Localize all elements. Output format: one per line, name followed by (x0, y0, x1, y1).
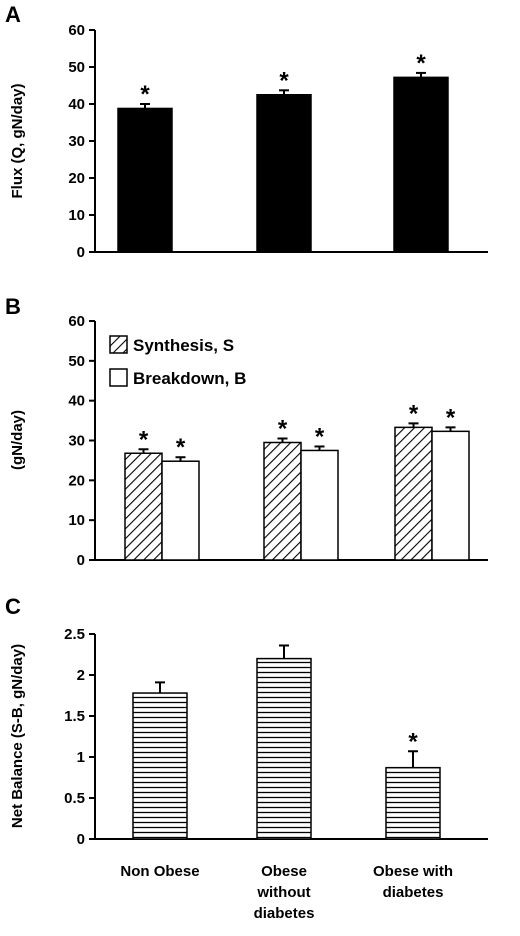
bar (117, 107, 173, 253)
panel-letter-b: B (5, 294, 21, 319)
y-tick-label: 10 (68, 207, 85, 224)
y-tick-label: 30 (68, 433, 85, 450)
panel-b-chart: 0 10 20 30 40 50 60 (gN/day) * * * * * * Synthesis, S B… (9, 313, 488, 569)
bar (385, 766, 441, 840)
panel-a-chart: 0 10 20 30 40 50 60 Flux (Q, gN/day) * * * (9, 22, 488, 261)
bar (256, 94, 312, 253)
y-tick-label: 1.5 (64, 708, 85, 725)
bar (132, 692, 188, 840)
bar (256, 657, 312, 840)
y-axis-label: (gN/day) (9, 410, 26, 470)
bar-breakdown (431, 430, 470, 561)
y-tick-label: 40 (68, 96, 85, 113)
x-tick-label-line: diabetes (254, 905, 315, 922)
y-tick-label: 40 (68, 393, 85, 410)
significance-marker: * (139, 426, 149, 453)
x-tick-label-line: diabetes (383, 884, 444, 901)
x-tick-label: Obese without diabetes (254, 863, 315, 922)
bar-synthesis (124, 452, 163, 561)
y-axis-label: Flux (Q, gN/day) (9, 83, 26, 198)
y-tick-label: 60 (68, 22, 85, 39)
y-tick-label: 2.5 (64, 626, 85, 643)
bar (393, 76, 449, 253)
significance-marker: * (176, 434, 186, 461)
bar-breakdown (300, 449, 339, 561)
panel-letter-a: A (5, 2, 21, 27)
x-tick-label: Obese with diabetes (373, 863, 453, 901)
y-tick-label: 50 (68, 59, 85, 76)
y-tick-label: 2 (77, 667, 85, 684)
significance-marker: * (409, 400, 419, 427)
legend-label: Synthesis, S (133, 336, 234, 355)
y-tick-label: 1 (77, 749, 85, 766)
y-tick-label: 10 (68, 512, 85, 529)
significance-marker: * (315, 423, 325, 450)
significance-marker: * (278, 416, 288, 443)
y-tick-label: 50 (68, 353, 85, 370)
legend-label: Breakdown, B (133, 369, 246, 388)
significance-marker: * (446, 404, 456, 431)
significance-marker: * (408, 728, 418, 755)
significance-marker: * (140, 81, 150, 108)
bar-synthesis (394, 426, 433, 561)
y-tick-label: 0 (77, 244, 85, 261)
x-tick-label-line: Obese (261, 863, 307, 880)
y-tick-label: 0 (77, 552, 85, 569)
x-tick-label-line: Obese with (373, 863, 453, 880)
y-tick-label: 0 (77, 831, 85, 848)
panel-letter-c: C (5, 594, 21, 619)
legend: Synthesis, S Breakdown, B (109, 335, 246, 388)
significance-marker: * (279, 67, 289, 94)
y-tick-label: 20 (68, 472, 85, 489)
bar-synthesis (263, 441, 302, 561)
x-tick-label-line: Non Obese (120, 863, 199, 880)
significance-marker: * (416, 50, 426, 77)
y-tick-label: 30 (68, 133, 85, 150)
y-axis-label: Net Balance (S-B, gN/day) (9, 644, 26, 828)
x-tick-label-line: without (256, 884, 310, 901)
y-tick-label: 20 (68, 170, 85, 187)
legend-swatch (109, 335, 128, 354)
y-tick-label: 0.5 (64, 790, 85, 807)
panel-c-chart: 0 0.5 1 1.5 2 2.5 Net Balance (S-B, gN/day) * No… (9, 626, 488, 922)
bar-breakdown (161, 460, 200, 561)
x-tick-label: Non Obese (120, 863, 199, 880)
legend-swatch (109, 368, 128, 387)
y-tick-label: 60 (68, 313, 85, 330)
